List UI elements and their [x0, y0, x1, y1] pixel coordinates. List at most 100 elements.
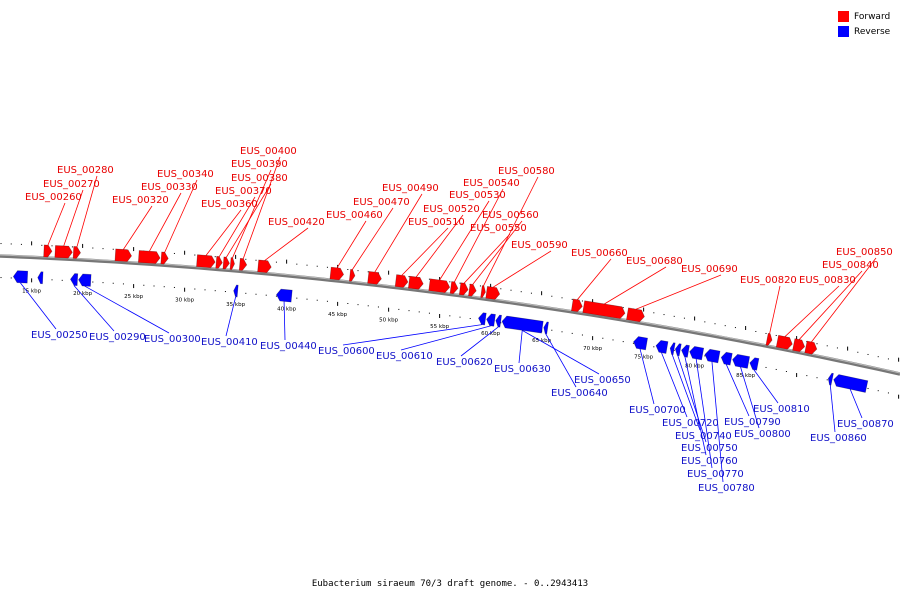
forward-gene-EUS_00590[interactable] [485, 285, 501, 300]
forward-gene-label: EUS_00490 [382, 183, 439, 194]
reverse-leader-line [725, 364, 750, 417]
reverse-gene-EUS_00780[interactable] [704, 348, 721, 364]
reverse-leader-line [740, 366, 760, 429]
forward-gene-EUS_00470[interactable] [348, 268, 356, 282]
reverse-gene-EUS_00810[interactable] [749, 357, 760, 371]
reverse-gene-label: EUS_00720 [662, 418, 719, 429]
forward-gene-EUS_00370[interactable] [215, 255, 223, 269]
forward-gene-EUS_00840[interactable] [792, 338, 806, 353]
forward-gene-EUS_00270[interactable] [54, 245, 73, 259]
forward-gene-label: EUS_00400 [240, 146, 297, 157]
reverse-gene-label: EUS_00800 [734, 429, 791, 440]
forward-gene-EUS_00680[interactable] [582, 300, 626, 320]
forward-gene-EUS_00380[interactable] [222, 256, 230, 270]
reverse-gene-label: EUS_00760 [681, 456, 738, 467]
forward-gene-label: EUS_00590 [511, 240, 568, 251]
reverse-gene-EUS_00790[interactable] [720, 351, 733, 366]
reverse-leader-line [20, 282, 57, 330]
forward-gene-EUS_00520[interactable] [407, 275, 424, 290]
forward-leader-line [784, 285, 840, 337]
forward-gene-EUS_00560[interactable] [468, 283, 477, 297]
leader-layer [20, 156, 877, 483]
forward-gene-EUS_00260[interactable] [43, 244, 53, 258]
forward-leader-line [635, 274, 722, 310]
legend: Forward Reverse [838, 9, 890, 39]
reverse-gene-EUS_00600[interactable] [478, 312, 487, 326]
forward-gene-label: EUS_00840 [822, 260, 879, 271]
forward-swatch [838, 11, 849, 22]
reverse-gene-EUS_00410[interactable] [233, 284, 239, 298]
reverse-gene-label: EUS_00440 [260, 341, 317, 352]
reverse-gene-EUS_00870[interactable] [832, 374, 869, 393]
forward-gene-label: EUS_00660 [571, 248, 628, 259]
forward-gene-label: EUS_00520 [423, 204, 480, 215]
reverse-gene-EUS_00640[interactable] [543, 321, 549, 335]
forward-leader-line [454, 188, 504, 283]
forward-gene-label: EUS_00820 [740, 275, 797, 286]
reverse-gene-EUS_00860[interactable] [827, 372, 834, 386]
forward-leader-line [164, 179, 198, 253]
forward-leader-line [401, 227, 449, 276]
forward-gene-EUS_00330[interactable] [137, 250, 161, 264]
reverse-gene-EUS_00610[interactable] [486, 313, 496, 327]
reverse-gene-EUS_00770[interactable] [689, 346, 705, 361]
forward-gene-EUS_00530[interactable] [428, 278, 451, 294]
reverse-gene-EUS_00700[interactable] [632, 336, 648, 351]
reverse-gene-label: EUS_00290 [89, 332, 146, 343]
reverse-gene-EUS_00800[interactable] [731, 354, 751, 369]
reverse-leader-line [753, 369, 779, 404]
forward-gene-EUS_00360[interactable] [196, 254, 216, 269]
forward-gene-EUS_00830[interactable] [775, 334, 793, 350]
forward-gene-label: EUS_00830 [799, 275, 856, 286]
forward-gene-EUS_00850[interactable] [804, 340, 818, 355]
forward-gene-label: EUS_00270 [43, 179, 100, 190]
forward-gene-EUS_00460[interactable] [329, 266, 345, 281]
forward-gene-EUS_00390[interactable] [229, 257, 235, 270]
reverse-gene-EUS_00290[interactable] [70, 273, 79, 287]
scale-label: 20 kbp [73, 291, 92, 297]
reverse-gene-EUS_00300[interactable] [78, 273, 92, 287]
forward-gene-label: EUS_00390 [231, 159, 288, 170]
reverse-gene-EUS_00250[interactable] [12, 270, 29, 284]
forward-gene-EUS_00820[interactable] [765, 332, 773, 346]
forward-gene-EUS_00540[interactable] [449, 281, 459, 295]
reverse-gene-EUS_00750[interactable] [674, 343, 682, 357]
reverse-leader-line [711, 361, 724, 483]
reverse-gene-EUS_00630[interactable] [501, 315, 544, 334]
reverse-leader-line [460, 326, 499, 357]
reverse-gene-label: EUS_00620 [436, 357, 493, 368]
reverse-leader-line [671, 354, 701, 431]
reverse-gene-EUS_00740[interactable] [669, 342, 676, 356]
reverse-gene-EUS_00440[interactable] [276, 288, 293, 303]
forward-gene-EUS_00490[interactable] [367, 271, 383, 285]
reverse-gene-EUS_00720[interactable] [655, 340, 669, 354]
forward-gene-label: EUS_00380 [231, 173, 288, 184]
forward-gene-EUS_00420[interactable] [257, 259, 272, 274]
forward-gene-EUS_00340[interactable] [160, 251, 169, 265]
forward-gene-EUS_00660[interactable] [570, 298, 583, 313]
forward-gene-label: EUS_00530 [449, 190, 506, 201]
forward-leader-line [604, 266, 667, 305]
reverse-leader-line [829, 384, 836, 433]
forward-leader-line [205, 209, 242, 256]
map-caption: Eubacterium siraeum 70/3 draft genome. -… [311, 579, 589, 589]
forward-gene-EUS_00580[interactable] [480, 285, 487, 299]
scale-label: 85 kbp [736, 373, 755, 379]
reverse-gene-label: EUS_00860 [810, 433, 867, 444]
reverse-gene-EUS_00250b[interactable] [37, 271, 44, 285]
forward-leader-line [577, 258, 612, 300]
forward-gene-EUS_00320[interactable] [114, 248, 132, 262]
reverse-gene-label: EUS_00410 [201, 337, 258, 348]
forward-gene-EUS_00510[interactable] [394, 274, 409, 288]
forward-gene-EUS_00690[interactable] [626, 307, 645, 323]
reverse-gene-EUS_00760[interactable] [680, 344, 690, 358]
reverse-gene-EUS_00620[interactable] [495, 314, 502, 328]
reverse-gene-label: EUS_00700 [629, 405, 686, 416]
forward-leader-line [798, 270, 863, 340]
forward-gene-EUS_00280[interactable] [72, 246, 81, 259]
forward-gene-EUS_00400[interactable] [238, 257, 248, 271]
forward-gene-EUS_00550[interactable] [458, 282, 469, 296]
scale-label: 75 kbp [634, 355, 653, 361]
forward-leader-line [123, 205, 153, 250]
forward-leader-line [769, 285, 781, 334]
